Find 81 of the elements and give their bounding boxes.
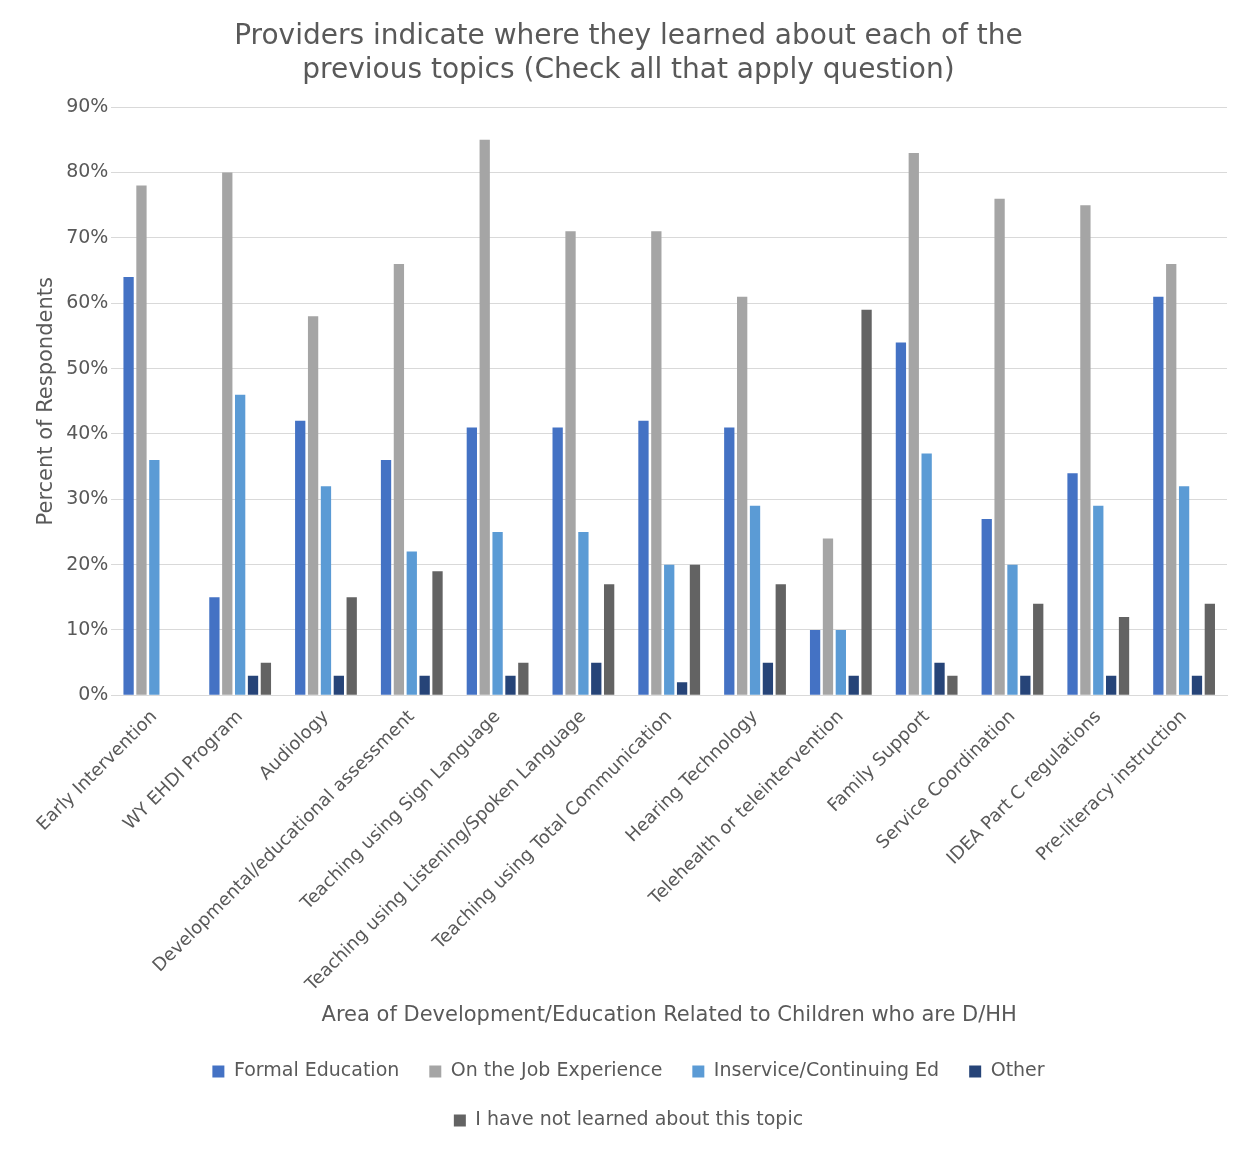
x-axis-title: Area of Development/Education Related to Children who are D/HH (321, 1001, 1017, 1026)
bar (1007, 564, 1018, 695)
bar (505, 675, 516, 695)
bar (651, 231, 662, 695)
bar (981, 518, 992, 695)
bar (749, 505, 761, 695)
legend-label: I have not learned about this topic (475, 1107, 804, 1130)
bar (1118, 616, 1130, 695)
bar (1204, 603, 1215, 695)
y-tick-label: 40% (66, 420, 109, 443)
y-tick-label: 90% (66, 94, 109, 117)
bar (123, 277, 134, 695)
bar (638, 420, 649, 695)
bar (591, 662, 602, 695)
bar (136, 185, 147, 695)
legend-label: On the Job Experience (450, 1058, 663, 1081)
bar (518, 662, 529, 695)
bar (664, 564, 675, 695)
bar (552, 427, 563, 695)
bar (1178, 486, 1190, 695)
bar (908, 152, 919, 695)
bar (835, 629, 846, 695)
y-tick-label: 20% (66, 551, 109, 574)
bar (406, 551, 417, 695)
bar (380, 460, 392, 695)
bar (235, 394, 246, 695)
bar (762, 662, 774, 695)
bar (604, 584, 615, 695)
bar (209, 597, 220, 695)
bar (1191, 675, 1203, 695)
chart-title: Providers indicate where they learned about each of the previous topics (Check all that apply question) (234, 18, 1023, 85)
bar (1106, 675, 1117, 695)
bar (934, 662, 945, 695)
bar (775, 584, 786, 695)
bar (492, 531, 503, 695)
bar (260, 662, 272, 695)
y-tick-label: 60% (66, 290, 109, 313)
bar (921, 453, 932, 695)
y-tick-label: 80% (66, 159, 109, 182)
bar (724, 427, 735, 695)
bar (307, 316, 319, 695)
bar (247, 675, 259, 695)
bar (295, 420, 306, 695)
bar (149, 460, 160, 695)
bar (393, 264, 405, 695)
bar (1166, 264, 1177, 695)
bar (432, 571, 443, 695)
bar (346, 597, 357, 695)
y-tick-label: 30% (66, 486, 109, 509)
y-tick-label: 70% (66, 224, 109, 247)
bar (994, 198, 1005, 695)
bar (1153, 296, 1164, 695)
bar (947, 675, 958, 695)
bar (737, 296, 748, 695)
bar (1020, 675, 1031, 695)
bar (822, 538, 834, 695)
legend-label: Inservice/Continuing Ed (713, 1058, 940, 1081)
bar (333, 675, 344, 695)
y-tick-label: 0% (78, 682, 109, 705)
legend-label: Formal Education (233, 1058, 400, 1081)
bar (676, 682, 688, 695)
bar (565, 231, 576, 695)
bar (1080, 205, 1091, 695)
bar (320, 486, 332, 695)
bar (466, 427, 477, 695)
legend-label: Other (990, 1058, 1045, 1081)
y-tick-label: 10% (66, 616, 109, 639)
bar (848, 675, 859, 695)
bar (895, 342, 907, 695)
bar (222, 172, 233, 695)
bar (861, 309, 872, 695)
bar (809, 629, 821, 695)
bar (419, 675, 430, 695)
bar (1093, 505, 1104, 695)
bar (1033, 603, 1044, 695)
bar (1067, 473, 1078, 695)
y-tick-label: 50% (66, 355, 109, 378)
bar (689, 564, 701, 695)
bar (578, 531, 589, 695)
bar (479, 139, 490, 695)
y-axis-title: Percent of Respondents (33, 277, 58, 526)
